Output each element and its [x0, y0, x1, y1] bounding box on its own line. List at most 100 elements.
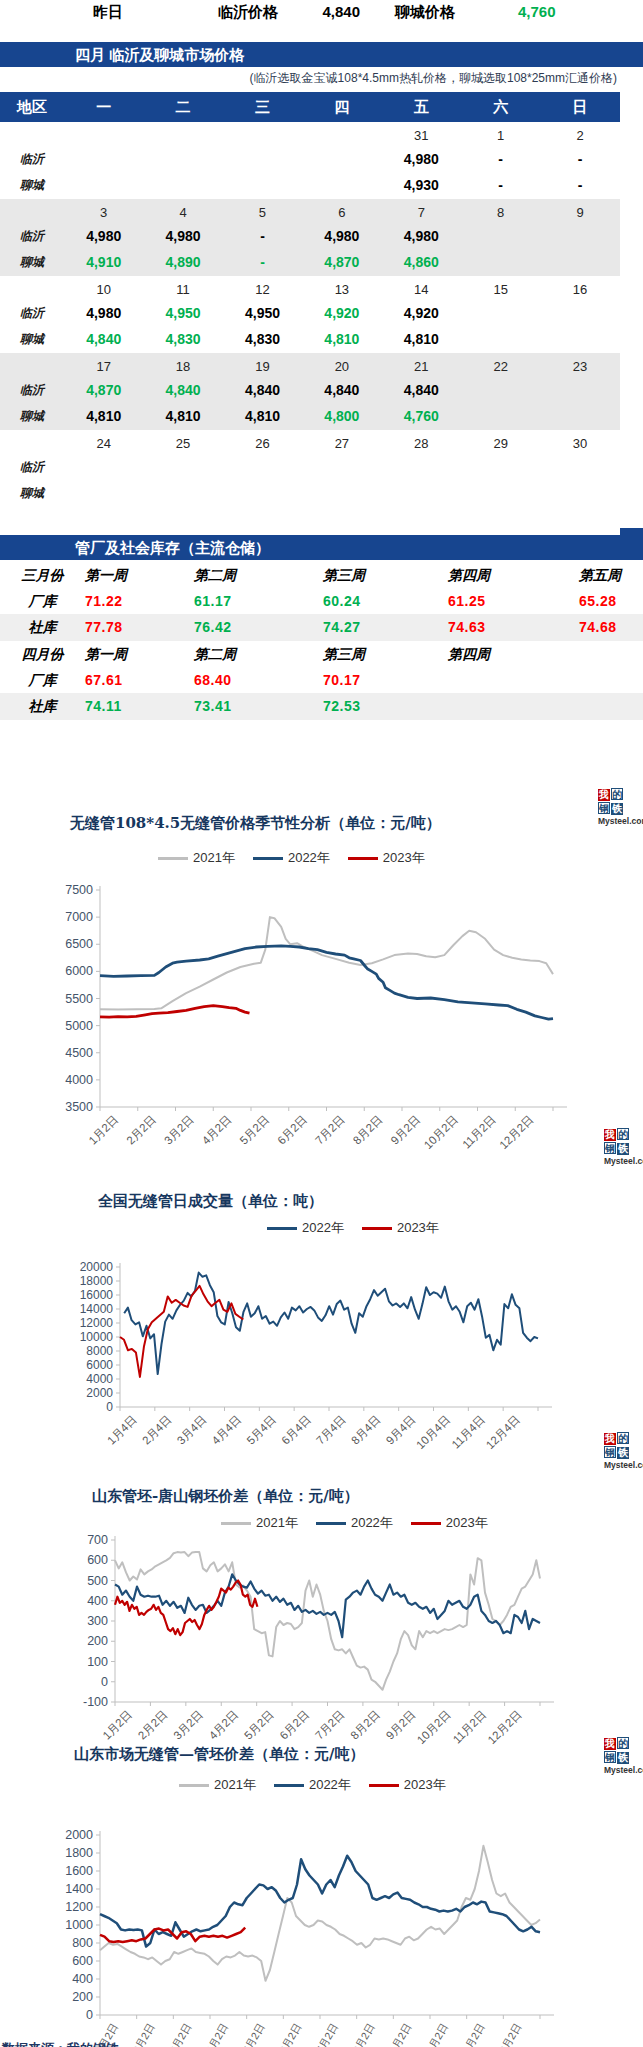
inventory-value: 77.78 — [85, 614, 194, 641]
calendar-date: 3 — [64, 199, 143, 224]
region-label: 聊城 — [0, 250, 64, 276]
week-col-header: 第一周 — [85, 562, 194, 588]
legend-line-icon — [158, 857, 188, 860]
price-cell: 4,980 — [302, 224, 381, 250]
legend-line-icon — [253, 857, 283, 860]
price-cell — [64, 481, 143, 507]
legend-line-icon — [411, 1522, 441, 1525]
price-cell — [540, 481, 619, 507]
svg-text:5月2日: 5月2日 — [240, 2021, 267, 2047]
price-cell — [461, 455, 540, 481]
svg-text:2000: 2000 — [65, 1828, 93, 1842]
svg-text:6000: 6000 — [86, 1358, 113, 1372]
price-cell: - — [540, 173, 619, 199]
calendar-col-header: 四 — [302, 92, 381, 122]
price-cell: 4,860 — [382, 250, 461, 276]
svg-text:12月2日: 12月2日 — [497, 1113, 535, 1151]
liaocheng-price-label: 聊城价格 — [395, 3, 455, 22]
inventory-value: 65.28 — [579, 588, 643, 614]
legend-label: 2021年 — [256, 1514, 298, 1532]
week-col-header: 第三周 — [323, 641, 448, 667]
legend-line-icon — [179, 1784, 209, 1787]
region-label: 临沂 — [0, 224, 64, 250]
week-col-header: 第四周 — [448, 641, 579, 667]
calendar-date: 13 — [302, 276, 381, 301]
svg-text:400: 400 — [72, 1972, 93, 1986]
price-cell — [382, 481, 461, 507]
watermark-char: 钢 — [598, 802, 610, 814]
watermark-char: 我 — [598, 789, 610, 801]
watermark-char: 钢 — [604, 1142, 616, 1154]
calendar-week: 24252627282930临沂聊城 — [0, 430, 620, 507]
price-cell: 4,810 — [223, 404, 302, 430]
svg-text:3月2日: 3月2日 — [171, 1708, 205, 1742]
legend-label: 2022年 — [309, 1776, 351, 1794]
price-cell — [64, 173, 143, 199]
price-cell: - — [461, 147, 540, 173]
svg-text:2月2日: 2月2日 — [136, 1708, 170, 1742]
region-label: 临沂 — [0, 378, 64, 404]
inventory-table: 三月份第一周第二周第三周第四周第五周厂库71.2261.1760.2461.25… — [0, 562, 643, 720]
price-cell: 4,910 — [64, 250, 143, 276]
svg-text:12000: 12000 — [80, 1316, 114, 1330]
price-cell: 4,930 — [382, 173, 461, 199]
price-cell: 4,840 — [143, 378, 222, 404]
legend-line-icon — [274, 1784, 304, 1787]
calendar-col-header: 日 — [540, 92, 619, 122]
calendar-col-header: 六 — [461, 92, 540, 122]
svg-text:6月4日: 6月4日 — [279, 1413, 313, 1447]
watermark-char: 我 — [604, 1129, 616, 1141]
svg-text:1200: 1200 — [65, 1900, 93, 1914]
watermark-char: 的 — [617, 1737, 629, 1749]
calendar-date: 29 — [461, 430, 540, 455]
series-2022年 — [115, 1574, 540, 1637]
calendar-col-header: 三 — [223, 92, 302, 122]
watermark-char: 铁 — [617, 1143, 629, 1155]
price-cell — [461, 378, 540, 404]
chart-legend: 2022年2023年 — [267, 1219, 457, 1237]
svg-text:0: 0 — [101, 1675, 108, 1689]
calendar-date: 25 — [143, 430, 222, 455]
calendar-date: 16 — [540, 276, 619, 301]
inventory-value: 74.11 — [85, 693, 194, 720]
legend-label: 2022年 — [302, 1219, 344, 1237]
calendar-col-header: 一 — [64, 92, 143, 122]
inventory-value: 68.40 — [194, 667, 323, 693]
svg-text:20000: 20000 — [80, 1260, 114, 1274]
calendar-week: 3456789临沂4,9804,980-4,9804,980聊城4,9104,8… — [0, 199, 620, 276]
price-cell: 4,840 — [64, 327, 143, 353]
chart-title: 无缝管108*4.5无缝管价格季节性分析（单位：元/吨） — [70, 814, 441, 833]
svg-text:12月2日: 12月2日 — [485, 1708, 523, 1746]
calendar-note: (临沂选取金宝诚108*4.5mm热轧价格，聊城选取108*25mm汇通价格) — [250, 70, 617, 87]
svg-text:6月2日: 6月2日 — [277, 2021, 304, 2047]
price-cell — [461, 404, 540, 430]
chart-plot: 02004006008001000120014001600180020001月2… — [0, 1828, 643, 2047]
price-cell — [302, 455, 381, 481]
calendar-date: 10 — [64, 276, 143, 301]
svg-text:1400: 1400 — [65, 1882, 93, 1896]
watermark-char: 铁 — [611, 803, 623, 815]
price-cell: 4,950 — [223, 301, 302, 327]
mysteel-watermark-logo: 我的钢铁Mysteel.com — [604, 1128, 638, 1166]
calendar-date: 5 — [223, 199, 302, 224]
region-label: 临沂 — [0, 147, 64, 173]
calendar-week: 17181920212223临沂4,8704,8404,8404,8404,84… — [0, 353, 620, 430]
svg-text:500: 500 — [87, 1574, 108, 1588]
calendar-date: 30 — [540, 430, 619, 455]
week-col-header: 第四周 — [448, 562, 579, 588]
svg-text:600: 600 — [72, 1954, 93, 1968]
legend-line-icon — [348, 857, 378, 860]
svg-text:9月2日: 9月2日 — [388, 1113, 422, 1147]
svg-text:7月4日: 7月4日 — [314, 1413, 348, 1447]
price-cell — [540, 327, 619, 353]
watermark-site-text: Mysteel.com — [604, 1460, 638, 1470]
svg-text:9月2日: 9月2日 — [384, 1708, 418, 1742]
inventory-value: 71.22 — [85, 588, 194, 614]
inventory-value: 60.24 — [323, 588, 448, 614]
calendar-body: 3112临沂4,980--聊城4,930--3456789临沂4,9804,98… — [0, 122, 620, 507]
svg-text:200: 200 — [87, 1634, 108, 1648]
calendar-date: 6 — [302, 199, 381, 224]
inventory-banner: 管厂及社会库存（主流仓储） — [0, 535, 643, 560]
price-cell: 4,980 — [143, 224, 222, 250]
price-cell: 4,810 — [382, 327, 461, 353]
